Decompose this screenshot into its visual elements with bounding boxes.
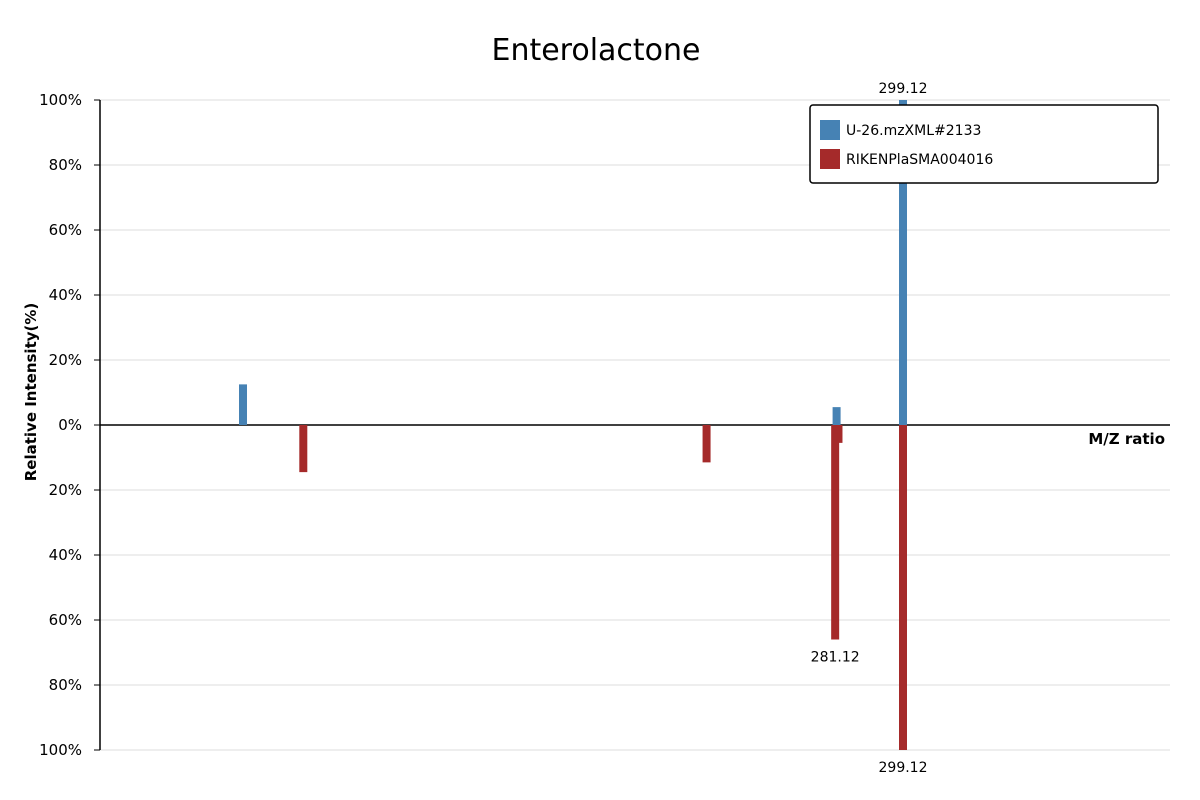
y-tick-label: 100%: [39, 91, 82, 109]
legend-swatch-reference: [820, 149, 840, 169]
reference-peak-bar: [899, 425, 907, 750]
legend-label-query: U-26.mzXML#2133: [846, 123, 981, 139]
y-tick-label: 80%: [49, 676, 82, 694]
peak-label: 281.12: [811, 650, 860, 666]
query-peak-bar: [832, 407, 841, 425]
reference-peak-bar: [831, 425, 840, 640]
peak-label: 299.12: [879, 760, 928, 776]
reference-peak-bar: [702, 425, 711, 463]
y-tick-label: 20%: [49, 351, 82, 369]
y-tick-label: 60%: [49, 611, 82, 629]
peak-labels: 299.12 281.12 299.12: [811, 81, 928, 776]
reference-peak-bar: [834, 425, 843, 443]
legend-label-reference: RIKENPlaSMA004016: [846, 152, 993, 168]
legend-swatch-query: [820, 120, 840, 140]
y-tick-label: 0%: [58, 416, 82, 434]
chart-title: Enterolactone: [491, 33, 700, 68]
y-tick-label: 80%: [49, 156, 82, 174]
y-tick-label: 40%: [49, 546, 82, 564]
legend-box: [809, 104, 1159, 184]
y-tick-label: 100%: [39, 741, 82, 759]
x-axis-label: M/Z ratio: [1088, 430, 1165, 448]
y-tick-label: 60%: [49, 221, 82, 239]
y-axis-label: Relative Intensity(%): [22, 303, 40, 482]
reference-peak-bar: [299, 425, 308, 473]
query-peak-bar: [899, 100, 907, 425]
query-peak-bar: [239, 384, 247, 425]
legend: U-26.mzXML#2133 RIKENPlaSMA004016: [809, 104, 1159, 184]
y-tick-label: 40%: [49, 286, 82, 304]
peak-label: 299.12: [879, 81, 928, 97]
y-axis-ticks: 100% 80% 60% 40% 20% 0% 20% 40% 60% 80% 100%: [39, 91, 100, 759]
peaks: [239, 100, 907, 750]
y-tick-label: 20%: [49, 481, 82, 499]
